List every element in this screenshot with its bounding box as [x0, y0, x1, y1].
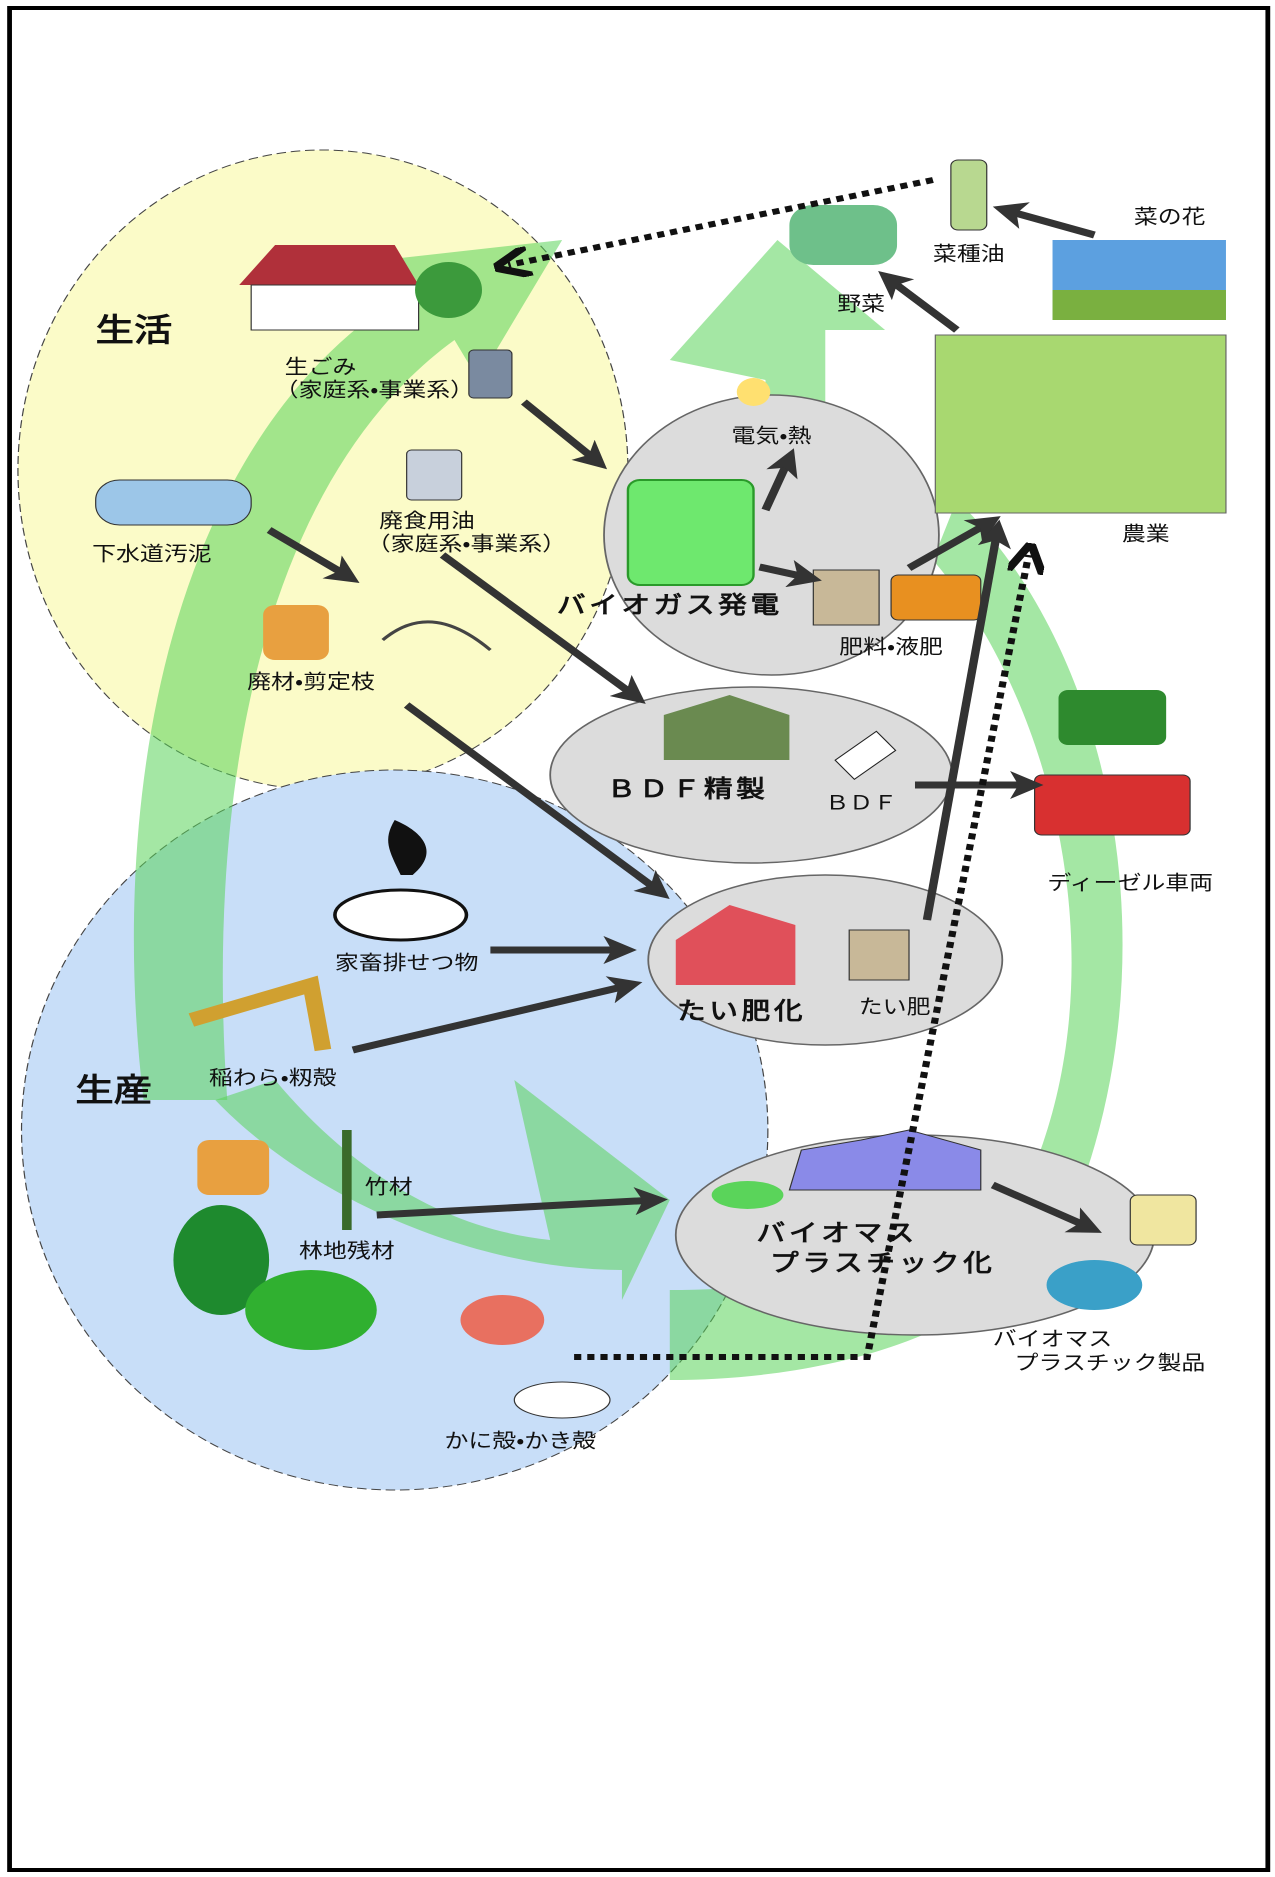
- cow: [335, 890, 467, 940]
- bus: [1035, 775, 1190, 835]
- use-label: 菜の花: [1134, 206, 1206, 229]
- crab: [460, 1295, 544, 1345]
- tree: [415, 262, 482, 318]
- region-label: 生活: [96, 312, 173, 349]
- process-label: たい肥化: [677, 997, 806, 1025]
- product-label: バイオマス: [993, 1328, 1113, 1351]
- use-label: ディーゼル車両: [1047, 872, 1213, 895]
- liquid-fertilizer: [891, 575, 981, 620]
- input-label: 稲わら・籾殻: [209, 1067, 337, 1090]
- trash-can: [469, 350, 512, 398]
- forest-bush: [245, 1270, 377, 1350]
- product-label: 電気・熱: [732, 425, 812, 448]
- house-wall: [251, 285, 418, 330]
- product-label: プラスチック製品: [1015, 1352, 1206, 1375]
- process-label: バイオマス: [757, 1219, 918, 1247]
- input-label: 廃食用油: [379, 510, 475, 533]
- product-label: 肥料・液肥: [839, 636, 943, 659]
- oil-bottle: [951, 160, 987, 230]
- biogas-tank: [628, 480, 754, 585]
- product-label: ＢＤＦ: [825, 792, 897, 815]
- plastic-bucket: [1130, 1195, 1196, 1245]
- input-label: 林地残材: [299, 1240, 395, 1263]
- input-label: 生ごみ: [285, 356, 357, 379]
- oyster-shells: [514, 1382, 610, 1418]
- use-label: 農業: [1122, 523, 1170, 546]
- canola-field-ground: [1053, 290, 1226, 320]
- forest-wood: [197, 1140, 269, 1195]
- bulb: [737, 378, 770, 406]
- fertilizer-bag: [813, 570, 879, 625]
- process-label: ＢＤＦ精製: [607, 775, 768, 803]
- input-label: 廃材・剪定枝: [247, 671, 375, 694]
- wood-logs: [263, 605, 329, 660]
- input-label: 竹材: [365, 1176, 413, 1199]
- region-label: 生産: [75, 1072, 152, 1109]
- oil-can: [407, 450, 462, 500]
- diagram: 生活 生産 生ごみ （家庭系・事業系） 下水道汚泥 廃食用油 （家庭系・事業系）…: [0, 0, 1275, 1877]
- treatment-plant: [96, 480, 251, 525]
- input-label: （家庭系・事業系）: [367, 533, 566, 556]
- product-label: たい肥: [859, 996, 931, 1019]
- plant-material: [712, 1181, 784, 1209]
- use-label: 菜種油: [933, 243, 1005, 266]
- process-label: バイオガス発電: [557, 591, 783, 619]
- vegetables: [789, 205, 897, 265]
- plastic-dish: [1047, 1260, 1143, 1310]
- tractor: [1059, 690, 1167, 745]
- process-label: プラスチック化: [770, 1249, 995, 1277]
- farm: [935, 335, 1226, 513]
- input-label: かに殻・かき殻: [445, 1430, 597, 1453]
- use-label: 野菜: [837, 293, 885, 316]
- input-label: （家庭系・事業系）: [275, 379, 474, 402]
- production-region: [22, 770, 768, 1490]
- input-label: 下水道汚泥: [92, 543, 212, 566]
- input-label: 家畜排せつ物: [335, 952, 478, 975]
- page: 生活 生産 生ごみ （家庭系・事業系） 下水道汚泥 廃食用油 （家庭系・事業系）…: [0, 0, 1275, 1877]
- compost-bag: [849, 930, 909, 980]
